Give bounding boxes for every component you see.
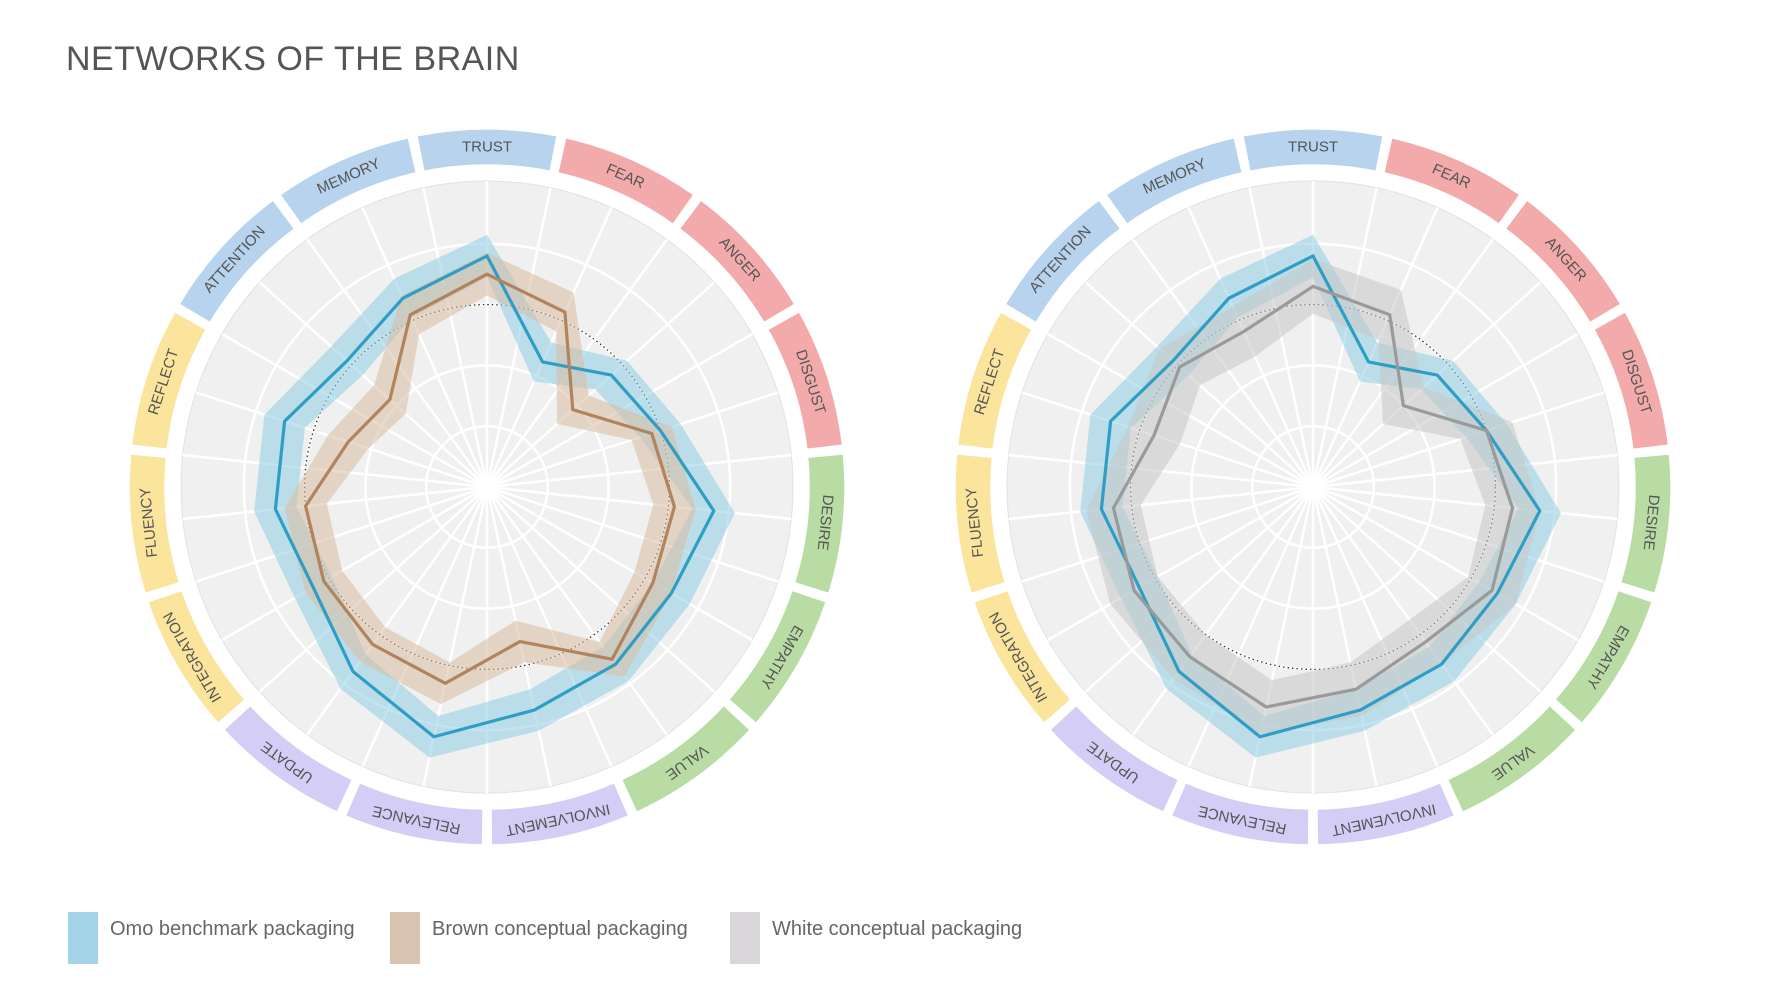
- axis-segment-desire: [1619, 453, 1672, 595]
- axis-segment-empathy: [1553, 589, 1654, 725]
- grid-spoke: [486, 485, 792, 521]
- grid-spoke: [1008, 485, 1314, 521]
- axis-segment-value: [620, 704, 752, 814]
- legend-swatch-omo: [68, 912, 98, 964]
- axis-segment-reflect: [130, 310, 208, 451]
- grid-spoke: [1047, 485, 1314, 642]
- axis-segment-fear: [556, 136, 695, 226]
- grid-spoke: [485, 486, 668, 736]
- axis-segment-memory: [1105, 136, 1244, 226]
- grid-spoke: [221, 485, 488, 642]
- grid-spoke: [1311, 486, 1378, 787]
- series-band-white: [1086, 259, 1540, 734]
- axis-segment-anger: [1504, 198, 1622, 324]
- axis-segment-attention: [178, 198, 296, 324]
- grid-spoke: [422, 187, 489, 488]
- axis-segment-attention: [1004, 198, 1122, 324]
- axis-segment-fluency: [128, 453, 181, 595]
- charts-canvas: TRUSTFEARANGERDISGUSTDESIREEMPATHYVALUEI…: [128, 128, 1672, 846]
- axis-segment-involvement: [1316, 781, 1456, 846]
- axis-segment-value: [1446, 704, 1578, 814]
- axis-segment-trust: [415, 128, 559, 173]
- legend-label-omo: Omo benchmark packaging: [110, 918, 355, 940]
- series-line-omo: [1099, 253, 1542, 739]
- axis-segment-anger: [678, 198, 796, 324]
- grid-spoke: [361, 206, 489, 488]
- page-title: NETWORKS OF THE BRAIN: [66, 40, 520, 78]
- grid-spoke: [1021, 485, 1314, 583]
- axis-label-trust: TRUST: [1288, 139, 1338, 156]
- radar-chart-brown: TRUSTFEARANGERDISGUSTDESIREEMPATHYVALUEI…: [128, 128, 846, 846]
- grid-spoke: [195, 485, 488, 583]
- grid-spoke: [306, 486, 489, 736]
- axis-segment-trust: [1241, 128, 1385, 173]
- grid-spoke: [1312, 486, 1542, 693]
- grid-spoke: [182, 485, 488, 521]
- axis-segment-disgust: [1592, 310, 1670, 451]
- grid-spoke: [1312, 485, 1579, 642]
- grid-spoke: [486, 453, 792, 489]
- axis-segment-relevance: [1170, 781, 1310, 846]
- grid-spoke: [486, 485, 753, 642]
- axis-label-trust: TRUST: [462, 139, 512, 156]
- axis-segment-update: [1048, 704, 1180, 814]
- grid-spoke: [258, 281, 488, 488]
- axis-segment-fear: [1382, 136, 1521, 226]
- axis-segment-fluency: [954, 453, 1007, 595]
- axis-segment-memory: [279, 136, 418, 226]
- radar-chart-white: TRUSTFEARANGERDISGUSTDESIREEMPATHYVALUEI…: [954, 128, 1672, 846]
- grid-spoke: [1132, 486, 1315, 736]
- grid-spoke: [485, 486, 613, 768]
- axis-segment-update: [222, 704, 354, 814]
- axis-segment-relevance: [344, 781, 484, 846]
- axis-segment-involvement: [490, 781, 630, 846]
- legend-label-brown: Brown conceptual packaging: [432, 918, 688, 940]
- grid-spoke: [1312, 485, 1605, 583]
- grid-spoke: [1312, 485, 1618, 521]
- axis-segment-empathy: [727, 589, 828, 725]
- grid-spoke: [1311, 486, 1439, 768]
- legend-swatch-brown: [390, 912, 420, 964]
- grid-spoke: [1312, 453, 1618, 489]
- axis-segment-desire: [793, 453, 846, 595]
- series-line-brown: [303, 272, 677, 686]
- series-line-white: [1111, 284, 1515, 709]
- grid-spoke: [1311, 486, 1494, 736]
- grid-spoke: [486, 486, 716, 693]
- series-band-omo: [254, 234, 735, 758]
- series-line-omo: [273, 253, 716, 739]
- series-band-brown: [284, 252, 696, 705]
- axis-label-desire: DESIRE: [814, 494, 837, 551]
- grid-spoke: [1084, 486, 1314, 693]
- axis-segment-integration: [146, 589, 247, 725]
- grid-spoke: [1312, 391, 1605, 489]
- legend-swatch-white: [730, 912, 760, 964]
- grid-spoke: [258, 486, 488, 693]
- grid-spoke: [486, 485, 779, 583]
- grid-spoke: [1248, 187, 1315, 488]
- axis-segment-integration: [972, 589, 1073, 725]
- legend-label-white: White conceptual packaging: [772, 918, 1023, 940]
- series-band-omo: [1080, 234, 1561, 758]
- axis-label-desire: DESIRE: [1640, 494, 1663, 551]
- axis-segment-disgust: [766, 310, 844, 451]
- axis-segment-reflect: [956, 310, 1034, 451]
